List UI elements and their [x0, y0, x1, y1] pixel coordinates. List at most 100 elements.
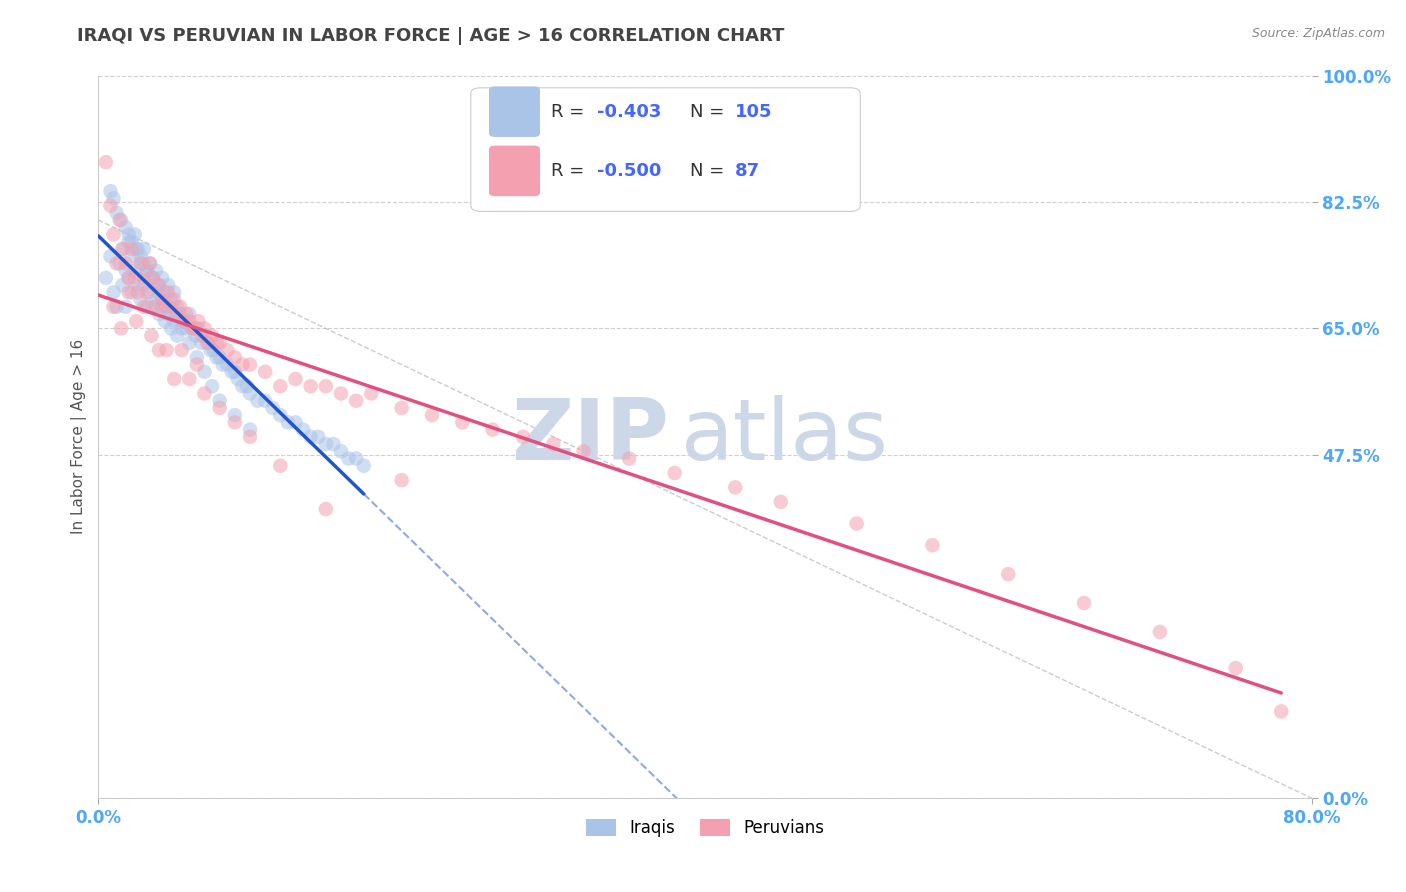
- Peruvians: [254, 365, 277, 379]
- Iraqis: [262, 401, 284, 415]
- Peruvians: [176, 307, 198, 321]
- Iraqis: [236, 379, 259, 393]
- Peruvians: [197, 335, 219, 350]
- Peruvians: [231, 358, 253, 372]
- Iraqis: [118, 270, 141, 285]
- Iraqis: [145, 263, 167, 277]
- Peruvians: [155, 343, 177, 358]
- Iraqis: [121, 249, 143, 263]
- Iraqis: [217, 358, 239, 372]
- Peruvians: [330, 386, 353, 401]
- Iraqis: [322, 437, 344, 451]
- Iraqis: [110, 213, 132, 227]
- Iraqis: [337, 451, 360, 466]
- Peruvians: [125, 314, 148, 328]
- Peruvians: [118, 270, 141, 285]
- Peruvians: [153, 300, 176, 314]
- Iraqis: [166, 300, 188, 314]
- Iraqis: [246, 393, 269, 408]
- Iraqis: [111, 278, 134, 293]
- Iraqis: [118, 235, 141, 249]
- Iraqis: [150, 270, 173, 285]
- Legend: Iraqis, Peruvians: Iraqis, Peruvians: [579, 813, 831, 844]
- Peruvians: [1073, 596, 1095, 610]
- Peruvians: [481, 423, 503, 437]
- Iraqis: [129, 256, 152, 270]
- Peruvians: [103, 227, 125, 242]
- Iraqis: [103, 191, 125, 205]
- Peruvians: [224, 416, 246, 430]
- Iraqis: [254, 393, 277, 408]
- Peruvians: [201, 328, 224, 343]
- Peruvians: [129, 256, 152, 270]
- Peruvians: [572, 444, 595, 458]
- Peruvians: [315, 502, 337, 516]
- Iraqis: [121, 235, 143, 249]
- Text: 87: 87: [735, 162, 761, 180]
- Iraqis: [307, 430, 329, 444]
- Iraqis: [135, 263, 157, 277]
- Peruvians: [135, 285, 157, 300]
- Text: 105: 105: [735, 103, 773, 120]
- Iraqis: [157, 300, 180, 314]
- Peruvians: [132, 300, 155, 314]
- Text: atlas: atlas: [681, 395, 889, 478]
- Iraqis: [224, 408, 246, 422]
- Iraqis: [100, 184, 122, 198]
- Iraqis: [179, 307, 201, 321]
- Iraqis: [197, 335, 219, 350]
- Iraqis: [139, 256, 162, 270]
- Y-axis label: In Labor Force | Age > 16: In Labor Force | Age > 16: [72, 339, 87, 534]
- Peruvians: [172, 314, 194, 328]
- Peruvians: [391, 473, 413, 487]
- Iraqis: [132, 256, 155, 270]
- Peruvians: [100, 198, 122, 212]
- Peruvians: [769, 495, 792, 509]
- Peruvians: [179, 314, 201, 328]
- Peruvians: [142, 270, 165, 285]
- Iraqis: [315, 437, 337, 451]
- Peruvians: [187, 314, 209, 328]
- Peruvians: [997, 567, 1019, 582]
- Iraqis: [179, 335, 201, 350]
- Peruvians: [184, 321, 207, 335]
- Iraqis: [124, 263, 146, 277]
- Text: N =: N =: [690, 103, 730, 120]
- Iraqis: [163, 307, 186, 321]
- Iraqis: [108, 256, 131, 270]
- Text: IRAQI VS PERUVIAN IN LABOR FORCE | AGE > 16 CORRELATION CHART: IRAQI VS PERUVIAN IN LABOR FORCE | AGE >…: [77, 27, 785, 45]
- Iraqis: [135, 300, 157, 314]
- Peruvians: [344, 393, 367, 408]
- Peruvians: [224, 351, 246, 365]
- Iraqis: [205, 351, 228, 365]
- Peruvians: [420, 408, 443, 422]
- Peruvians: [148, 343, 170, 358]
- Peruvians: [617, 451, 640, 466]
- Peruvians: [179, 372, 201, 386]
- Peruvians: [208, 335, 231, 350]
- Iraqis: [94, 270, 117, 285]
- Iraqis: [184, 328, 207, 343]
- Iraqis: [127, 278, 149, 293]
- Iraqis: [239, 423, 262, 437]
- Peruvians: [664, 466, 686, 480]
- Text: ZIP: ZIP: [510, 395, 669, 478]
- Iraqis: [157, 278, 180, 293]
- Iraqis: [114, 300, 136, 314]
- Iraqis: [163, 285, 186, 300]
- Iraqis: [142, 270, 165, 285]
- Peruvians: [127, 285, 149, 300]
- Iraqis: [299, 430, 322, 444]
- Iraqis: [152, 293, 174, 307]
- Peruvians: [118, 285, 141, 300]
- Iraqis: [160, 293, 183, 307]
- Iraqis: [224, 365, 246, 379]
- Text: N =: N =: [690, 162, 730, 180]
- Iraqis: [186, 351, 208, 365]
- Peruvians: [105, 256, 128, 270]
- Iraqis: [208, 393, 231, 408]
- Peruvians: [145, 300, 167, 314]
- Iraqis: [193, 365, 215, 379]
- Iraqis: [202, 343, 225, 358]
- Iraqis: [100, 249, 122, 263]
